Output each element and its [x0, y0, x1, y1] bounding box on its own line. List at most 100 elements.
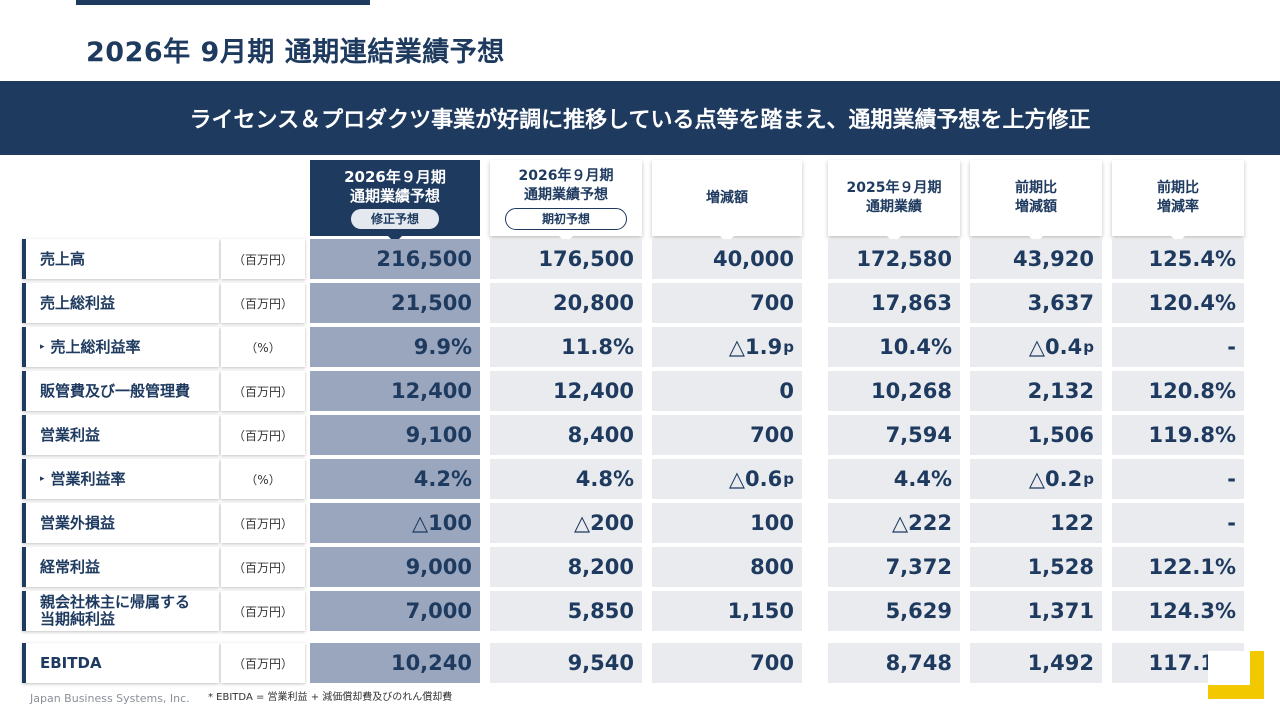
header-line1: 前期比 — [1015, 180, 1057, 196]
row-label-text: 営業外損益 — [40, 513, 116, 532]
row-label-text: EBITDA — [40, 653, 102, 672]
value-cell: 172,580 — [828, 239, 960, 279]
row-label-text: 親会社株主に帰属する — [40, 593, 191, 611]
sub-item-arrow-icon: ▸ — [40, 341, 45, 352]
header-change-amount: 増減額 — [652, 160, 802, 236]
header-line2: 通期業績予想 — [349, 186, 440, 205]
row-label-text: 営業利益 — [40, 425, 101, 444]
value-cell: 11.8% — [490, 327, 642, 367]
value-cell: 0 — [652, 371, 802, 411]
value-cell: 21,500 — [310, 283, 480, 323]
value-cell: 4.2% — [310, 459, 480, 499]
point-suffix: p — [783, 470, 794, 488]
value-text: △0.4 — [1028, 335, 1083, 359]
value-cell: 20,800 — [490, 283, 642, 323]
row-label: EBITDA — [22, 643, 219, 683]
row-label: 売上総利益 — [22, 283, 219, 323]
value-cell: 9,100 — [310, 415, 480, 455]
value-cell: 100 — [652, 503, 802, 543]
value-cell: 2,132 — [970, 371, 1102, 411]
row-unit: （百万円） — [221, 591, 305, 631]
value-cell: 1,371 — [970, 591, 1102, 631]
header-line2: 増減率 — [1157, 199, 1199, 215]
value-cell: - — [1112, 327, 1244, 367]
row-unit: （百万円） — [221, 371, 305, 411]
value-cell: 125.4% — [1112, 239, 1244, 279]
header-line1: 2026年９月期 — [344, 167, 446, 186]
row-unit: （百万円） — [221, 643, 305, 683]
value-cell: △1.9 p — [652, 327, 802, 367]
header-line1: 増減額 — [706, 189, 748, 206]
header-line2: 通期業績 — [866, 199, 922, 215]
value-cell: 119.8% — [1112, 415, 1244, 455]
value-cell: △100 — [310, 503, 480, 543]
value-cell: 7,594 — [828, 415, 960, 455]
point-suffix: p — [783, 338, 794, 356]
value-cell: 120.8% — [1112, 371, 1244, 411]
value-cell: 7,000 — [310, 591, 480, 631]
table-row: 売上高 （百万円） 216,500 176,500 40,000 172,580… — [22, 239, 1244, 279]
value-cell: 5,629 — [828, 591, 960, 631]
header-line2: 通期業績予想 — [524, 186, 608, 203]
headline-banner: ライセンス＆プロダクツ事業が好調に推移している点等を踏まえ、通期業績予想を上方修… — [0, 81, 1280, 155]
row-label-text: 当期純利益 — [40, 610, 116, 628]
value-cell: 1,150 — [652, 591, 802, 631]
header-line2: 増減額 — [1015, 199, 1057, 215]
row-label: ▸ 売上総利益率 — [22, 327, 219, 367]
value-cell: 4.4% — [828, 459, 960, 499]
value-cell: - — [1112, 459, 1244, 499]
table-row: 経常利益 （百万円） 9,000 8,200 800 7,372 1,528 1… — [22, 547, 1244, 587]
value-text: △0.6 — [728, 467, 783, 491]
row-label-text: 販管費及び一般管理費 — [40, 381, 191, 400]
value-cell: 43,920 — [970, 239, 1102, 279]
row-label-text: 売上高 — [40, 249, 86, 268]
value-cell: 700 — [652, 283, 802, 323]
header-line1: 2026年９月期 — [518, 167, 614, 184]
value-cell: 1,528 — [970, 547, 1102, 587]
value-cell: 124.3% — [1112, 591, 1244, 631]
row-label: 営業利益 — [22, 415, 219, 455]
table-row: 営業利益 （百万円） 9,100 8,400 700 7,594 1,506 1… — [22, 415, 1244, 455]
value-cell: 700 — [652, 415, 802, 455]
value-cell: 8,400 — [490, 415, 642, 455]
value-cell: 700 — [652, 643, 802, 683]
row-unit: （%） — [221, 327, 305, 367]
table-row: EBITDA （百万円） 10,240 9,540 700 8,748 1,49… — [22, 643, 1244, 683]
table-row: 販管費及び一般管理費 （百万円） 12,400 12,400 0 10,268 … — [22, 371, 1244, 411]
point-suffix: p — [1083, 338, 1094, 356]
header-initial-forecast: 2026年９月期 通期業績予想 期初予想 — [490, 160, 642, 236]
value-cell: 9,540 — [490, 643, 642, 683]
value-cell: 12,400 — [490, 371, 642, 411]
row-label-text: 営業利益率 — [50, 469, 126, 488]
point-suffix: p — [1083, 470, 1094, 488]
value-cell: 7,372 — [828, 547, 960, 587]
value-cell: 800 — [652, 547, 802, 587]
header-prior-year-results: 2025年９月期 通期業績 — [828, 160, 960, 236]
value-cell: △0.6 p — [652, 459, 802, 499]
header-line1: 2025年９月期 — [846, 180, 942, 196]
value-cell: 10.4% — [828, 327, 960, 367]
row-label-text: 売上総利益 — [40, 293, 116, 312]
header-line1: 前期比 — [1157, 180, 1199, 196]
value-cell: 1,506 — [970, 415, 1102, 455]
value-cell: 9,000 — [310, 547, 480, 587]
header-revised-forecast: 2026年９月期 通期業績予想 修正予想 — [310, 160, 480, 236]
value-cell: - — [1112, 503, 1244, 543]
value-cell: 8,200 — [490, 547, 642, 587]
table-row: 売上総利益 （百万円） 21,500 20,800 700 17,863 3,6… — [22, 283, 1244, 323]
row-unit: （百万円） — [221, 503, 305, 543]
row-label: 売上高 — [22, 239, 219, 279]
value-cell: 5,850 — [490, 591, 642, 631]
value-cell: 12,400 — [310, 371, 480, 411]
company-name: Japan Business Systems, Inc. — [30, 692, 190, 705]
row-unit: （百万円） — [221, 283, 305, 323]
row-label: 親会社株主に帰属する 当期純利益 — [22, 591, 219, 631]
page-title: 2026年 9月期 通期連結業績予想 — [86, 37, 505, 68]
row-label: 営業外損益 — [22, 503, 219, 543]
table-row: ▸ 売上総利益率 （%） 9.9% 11.8% △1.9 p 10.4% △0.4 p… — [22, 327, 1244, 367]
value-cell: △0.4 p — [970, 327, 1102, 367]
row-unit: （百万円） — [221, 239, 305, 279]
table-row: ▸ 営業利益率 （%） 4.2% 4.8% △0.6 p 4.4% △0.2 p - — [22, 459, 1244, 499]
value-cell: 176,500 — [490, 239, 642, 279]
row-label-text: 経常利益 — [40, 557, 101, 576]
